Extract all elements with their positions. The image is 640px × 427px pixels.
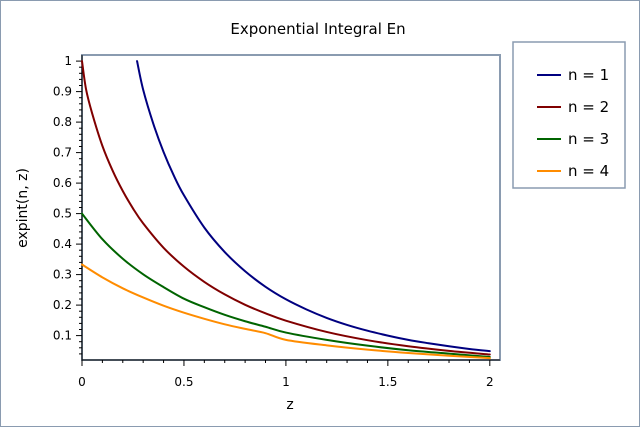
legend-label: n = 4: [568, 162, 609, 180]
series-lines: [81, 60, 491, 360]
y-axis-ticks: 0.1 0.2 0.3 0.4 0.5 0.6 0.7 0.8 0.9 1: [53, 54, 82, 355]
chart-title: Exponential Integral En: [230, 20, 405, 38]
y-tick-label: 0.9: [53, 85, 72, 99]
x-tick-label: 1.5: [378, 375, 397, 389]
x-tick-label: 2: [486, 375, 494, 389]
x-tick-label: 1: [282, 375, 290, 389]
y-tick-label: 0.3: [53, 268, 72, 282]
x-axis-ticks: 0 0.5 1 1.5 2: [78, 360, 494, 389]
y-tick-label: 0.7: [53, 146, 72, 160]
legend-box: [512, 41, 626, 189]
y-tick-label: 0.5: [53, 207, 72, 221]
plot-area: [81, 54, 501, 361]
y-tick-label: 1: [64, 54, 72, 68]
y-tick-label: 0.6: [53, 176, 72, 190]
legend: n = 1 n = 2 n = 3 n = 4: [512, 41, 626, 189]
legend-label: n = 2: [568, 98, 609, 116]
series-line-n2: [81, 60, 491, 356]
x-axis-label: z: [286, 397, 293, 413]
series-line-n1: [136, 60, 491, 353]
series-line-n4: [81, 263, 491, 360]
x-tick-label: 0: [78, 375, 86, 389]
series-line-n3: [81, 212, 491, 358]
y-tick-label: 0.2: [53, 298, 72, 312]
y-tick-label: 0.4: [53, 237, 72, 251]
legend-label: n = 3: [568, 130, 609, 148]
y-tick-label: 0.1: [53, 329, 72, 343]
y-tick-label: 0.8: [53, 115, 72, 129]
y-axis-label: expint(n, z): [15, 168, 31, 248]
legend-label: n = 1: [568, 66, 609, 84]
x-tick-label: 0.5: [174, 375, 193, 389]
